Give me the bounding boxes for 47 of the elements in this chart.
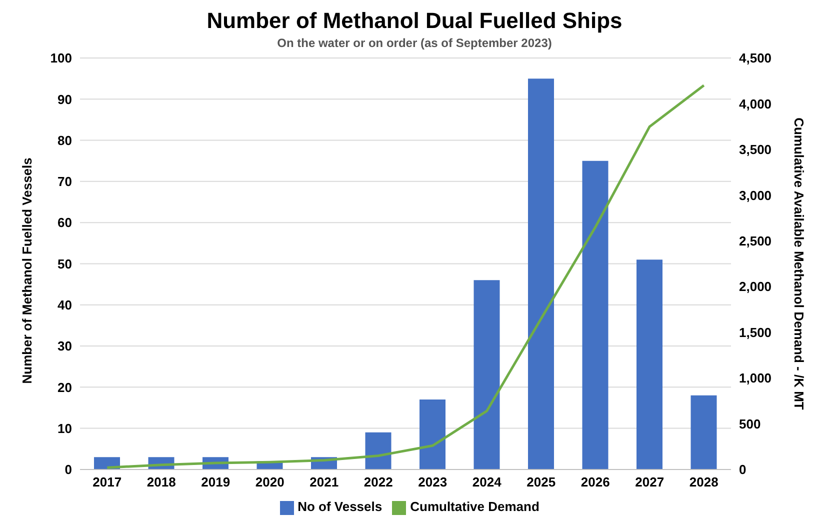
chart-subtitle: On the water or on order (as of September 2023) xyxy=(276,36,553,50)
x-tick-label: 2025 xyxy=(526,474,556,490)
x-tick-label: 2018 xyxy=(146,474,176,490)
y-tick-label: 10 xyxy=(58,420,72,436)
y2-tick-label: 2,000 xyxy=(739,279,772,294)
y-tick-label: 0 xyxy=(64,462,72,478)
legend-label: Cumultative Demand xyxy=(410,499,540,514)
y2-tick-label: 1,500 xyxy=(739,324,772,340)
bar xyxy=(582,160,608,470)
chart-title: Number of Methanol Dual Fuelled Ships xyxy=(206,8,624,34)
bar xyxy=(690,395,717,470)
y2-tick-label: 4,000 xyxy=(739,96,772,112)
y-tick-label: 20 xyxy=(58,380,72,395)
y-tick-label: 30 xyxy=(58,338,72,354)
x-tick-label: 2027 xyxy=(635,474,664,490)
y2-tick-label: 1,000 xyxy=(739,370,772,386)
x-tick-label: 2026 xyxy=(580,474,610,490)
x-tick-label: 2021 xyxy=(310,474,339,490)
bar xyxy=(365,432,392,470)
y2-tick-label: 500 xyxy=(739,416,761,432)
y-tick-label: 80 xyxy=(58,132,72,148)
legend-label: No of Vessels xyxy=(298,499,382,514)
x-tick-label: 2017 xyxy=(92,474,122,490)
y-tick-label: 90 xyxy=(58,92,72,107)
y2-tick-label: 4,500 xyxy=(739,50,772,66)
y2-tick-label: 0 xyxy=(739,462,746,478)
y2-tick-label: 3,000 xyxy=(739,188,772,203)
y-tick-label: 50 xyxy=(58,256,72,272)
line-series xyxy=(106,84,706,469)
y-tick-label: 70 xyxy=(58,174,72,190)
bar xyxy=(474,280,500,470)
bar xyxy=(528,78,554,470)
bar xyxy=(420,399,446,470)
x-tick-label: 2024 xyxy=(472,474,502,490)
y-tick-label: 60 xyxy=(58,215,72,230)
y2-tick-label: 3,500 xyxy=(739,142,772,158)
bar xyxy=(636,260,662,470)
x-tick-label: 2023 xyxy=(418,474,448,490)
y2-axis-title: Cumulative Available Methanol Demand - /K MT xyxy=(791,118,806,410)
x-tick-label: 2020 xyxy=(255,474,284,490)
y2-tick-label: 2,500 xyxy=(739,233,772,248)
y-tick-label: 40 xyxy=(58,297,72,312)
y-tick-label: 100 xyxy=(50,50,72,66)
y-axis-title: Number of Methanol Fuelled Vessels xyxy=(20,158,35,384)
x-tick-label: 2022 xyxy=(364,474,393,490)
x-tick-label: 2019 xyxy=(201,474,230,490)
x-tick-label: 2028 xyxy=(689,474,718,490)
